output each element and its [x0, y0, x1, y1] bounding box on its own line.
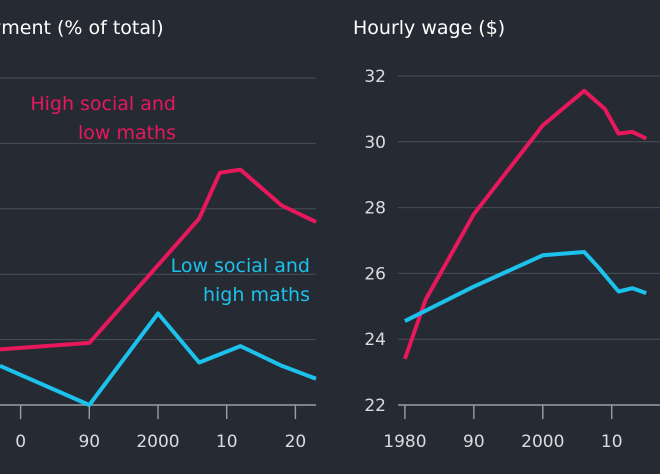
y-tick-label: 32: [364, 67, 386, 87]
series-label: high maths: [203, 284, 310, 306]
series-label: low maths: [78, 122, 176, 144]
x-tick-label: 0: [15, 432, 26, 452]
series-label: Low social and: [171, 255, 310, 277]
y-tick-label: 26: [364, 264, 386, 284]
x-tick-label: 10: [601, 432, 623, 452]
x-tick-label: 90: [78, 432, 100, 452]
chart-title: yment (% of total): [0, 17, 164, 39]
y-tick-label: 28: [364, 199, 386, 219]
chart-title: Hourly wage ($): [353, 17, 505, 39]
y-tick-label: 22: [364, 396, 386, 416]
series-line-low-social-high-maths: [404, 250, 647, 323]
x-tick-label: 2000: [521, 432, 564, 452]
x-tick-label: 10: [216, 432, 238, 452]
y-tick-label: 24: [364, 330, 386, 350]
x-tick-label: 2000: [136, 432, 179, 452]
series-line-low-social-high-maths: [0, 311, 317, 407]
y-tick-label: 30: [364, 133, 386, 153]
x-tick-label: 90: [463, 432, 485, 452]
x-tick-label: 1980: [383, 432, 426, 452]
series-line-high-social-low-maths: [403, 88, 648, 360]
series-label: High social and: [30, 93, 176, 115]
x-tick-label: 20: [285, 432, 307, 452]
series-line-high-social-low-maths: [0, 167, 317, 352]
